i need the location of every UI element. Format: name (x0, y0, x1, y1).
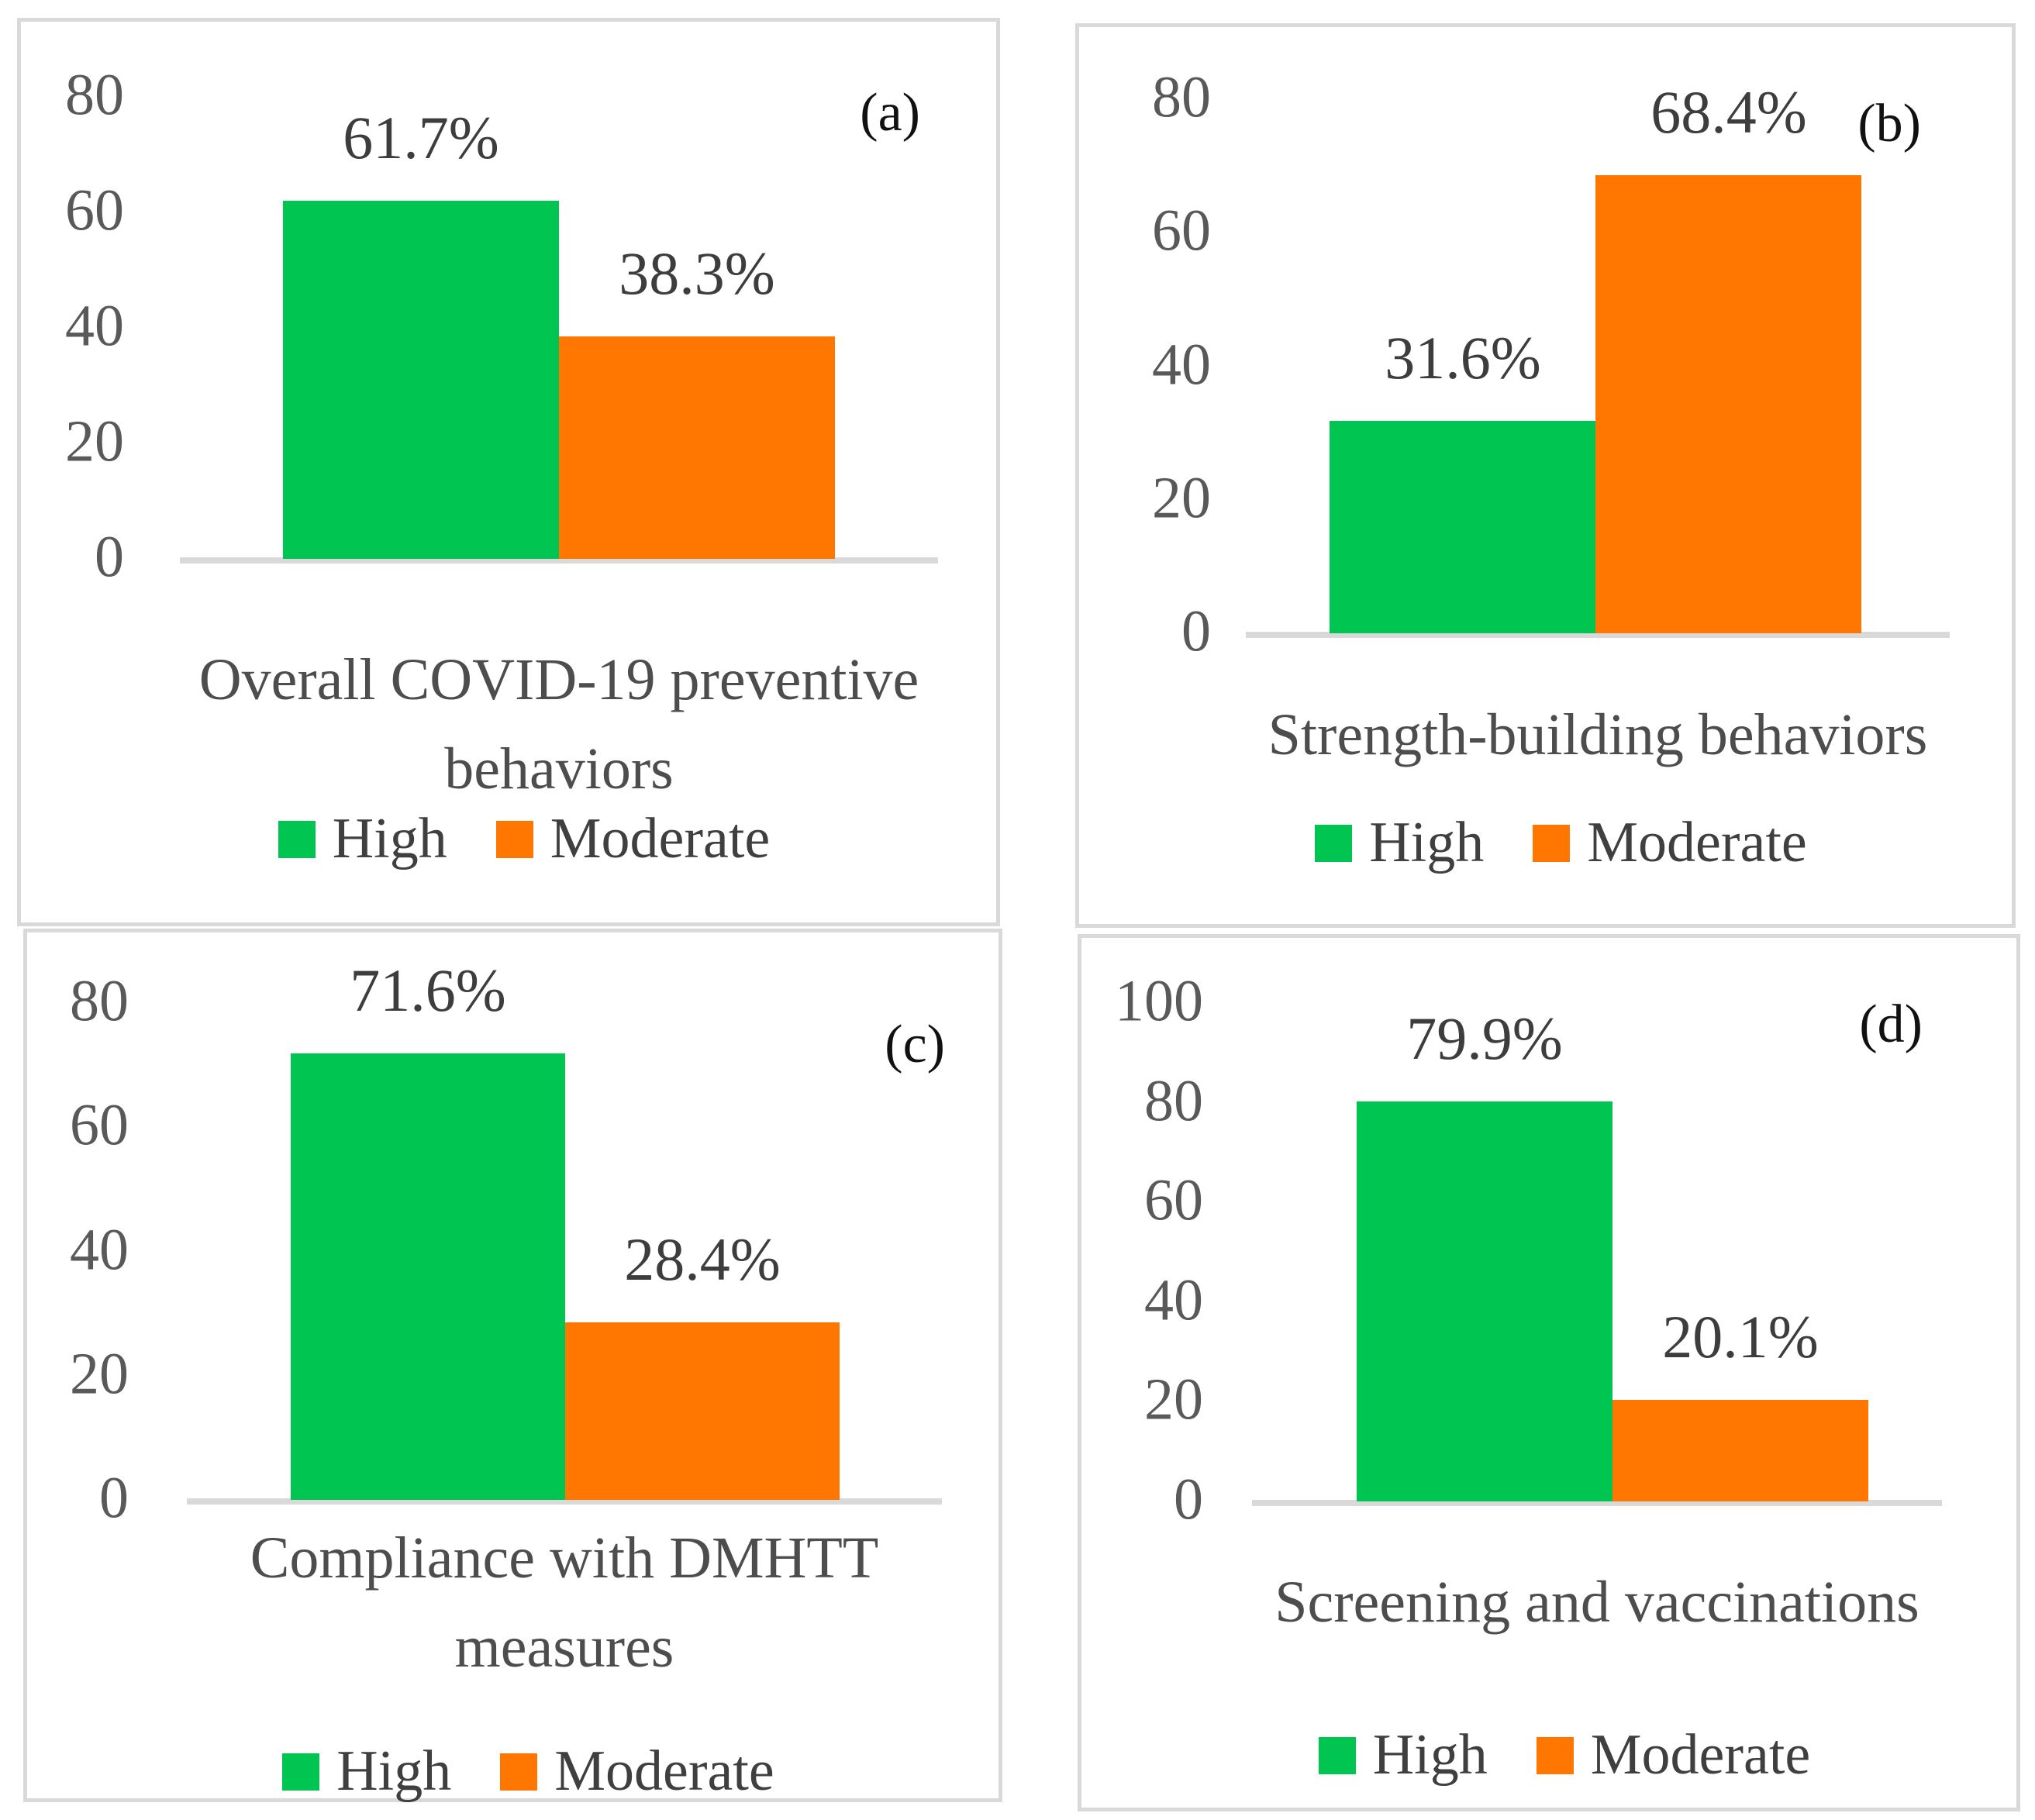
y-axis-tick-label: 40 (1152, 332, 1211, 398)
legend-item-moderate: Moderate (1536, 1722, 1811, 1788)
y-axis-tick-label: 20 (70, 1341, 129, 1407)
legend-label-moderate: Moderate (1587, 811, 1807, 874)
axis-title-line: behaviors (444, 736, 674, 801)
y-axis-tick-label: 80 (1152, 64, 1211, 130)
y-axis-tick-label: 80 (1144, 1068, 1203, 1134)
y-axis-tick-label: 20 (1144, 1367, 1203, 1432)
legend-label-moderate: Moderate (550, 807, 771, 870)
legend-label-high: High (1372, 1723, 1488, 1787)
axis-title: Overall COVID-19 preventive behaviors (187, 636, 931, 814)
axis-title-line: Screening and vaccinations (1274, 1570, 1919, 1635)
y-axis-tick-label: 80 (70, 968, 129, 1034)
axis-title-line: measures (454, 1615, 674, 1680)
x-axis-line (1252, 1500, 1942, 1506)
chart-panel-d: 100 80 60 40 20 0 79.9% 20.1% (d) Screening and v… (1078, 934, 2020, 1811)
chart-panel-c: 80 60 40 20 0 71.6% 28.4% (c) Compliance with DM… (23, 929, 1002, 1803)
axis-title-line: Strength-building behaviors (1268, 702, 1928, 767)
axis-title: Screening and vaccinations (1225, 1558, 1969, 1647)
legend-label-moderate: Moderate (554, 1739, 774, 1803)
legend-moderate-swatch (495, 820, 533, 858)
y-axis-tick-label: 60 (65, 178, 124, 243)
bar-value-label: 68.4% (1650, 78, 1807, 146)
panel-letter: (d) (1859, 994, 1923, 1054)
legend-label-high: High (1369, 811, 1485, 874)
bar-moderate (1595, 175, 1861, 633)
legend-item-moderate: Moderate (1533, 810, 1807, 876)
legend-label-high: High (336, 1739, 452, 1803)
legend-item-high: High (278, 806, 447, 872)
legend-moderate-swatch (1536, 1736, 1574, 1774)
legend-item-high: High (1315, 810, 1484, 876)
bar-moderate (565, 1322, 840, 1500)
x-axis-line (180, 557, 938, 564)
legend-high-swatch (282, 1753, 320, 1791)
bar-value-label: 79.9% (1406, 1005, 1563, 1072)
legend-high-swatch (278, 820, 316, 858)
bar-moderate (559, 336, 835, 559)
x-axis-line (1246, 632, 1950, 638)
legend: High Moderate (1097, 1722, 2032, 1788)
y-axis-tick-label: 40 (65, 293, 124, 359)
y-axis-tick-label: 0 (95, 524, 124, 590)
axis-title-line: Overall COVID-19 preventive (198, 647, 919, 712)
y-axis-tick-label: 40 (1144, 1267, 1203, 1333)
legend-item-moderate: Moderate (495, 806, 771, 872)
bar-value-label: 61.7% (343, 104, 499, 171)
bar-value-label: 31.6% (1385, 324, 1541, 391)
y-axis-tick-label: 60 (1144, 1167, 1203, 1233)
axis-title: Compliance with DMHTT measures (192, 1514, 936, 1692)
chart-panel-b: 80 60 40 20 0 31.6% 68.4% (b) Strength-building … (1075, 23, 2016, 928)
bar-high (283, 201, 559, 559)
x-axis-line (187, 1498, 942, 1505)
axis-title-line: Compliance with DMHTT (250, 1525, 879, 1591)
axis-title: Strength-building behaviors (1226, 691, 1970, 780)
legend-item-moderate: Moderate (500, 1739, 774, 1804)
y-axis-tick-label: 100 (1115, 968, 1203, 1034)
legend-item-high: High (1318, 1722, 1488, 1788)
y-axis-tick-label: 0 (1181, 598, 1211, 664)
bar-value-label: 28.4% (624, 1225, 781, 1293)
panel-letter: (a) (860, 83, 920, 143)
bar-high (1357, 1101, 1612, 1501)
bar-high (1330, 421, 1595, 633)
panel-letter: (c) (885, 1015, 945, 1074)
legend-moderate-swatch (500, 1753, 538, 1791)
y-axis-tick-label: 60 (70, 1092, 129, 1158)
y-axis-tick-label: 80 (65, 62, 124, 128)
y-axis-tick-label: 40 (70, 1217, 129, 1283)
panel-letter: (b) (1857, 94, 1921, 153)
legend: High Moderate (36, 806, 1012, 872)
legend-high-swatch (1315, 824, 1353, 862)
bar-high (291, 1053, 565, 1500)
legend-high-swatch (1318, 1736, 1356, 1774)
y-axis-tick-label: 20 (65, 408, 124, 474)
y-axis-tick-label: 0 (1174, 1467, 1203, 1532)
chart-panel-a: 80 60 40 20 0 61.7% 38.3% (a) Overall COVID-19 p… (17, 18, 1000, 926)
y-axis-tick-label: 0 (99, 1465, 129, 1531)
bar-value-label: 71.6% (350, 957, 506, 1024)
legend-label-moderate: Moderate (1590, 1723, 1811, 1787)
y-axis-tick-label: 60 (1152, 198, 1211, 264)
legend: High Moderate (1095, 810, 2027, 876)
legend-item-high: High (282, 1739, 451, 1804)
y-axis-tick-label: 20 (1152, 465, 1211, 531)
bar-moderate (1612, 1400, 1868, 1501)
legend-moderate-swatch (1533, 824, 1571, 862)
legend-label-high: High (332, 807, 447, 870)
bar-value-label: 38.3% (619, 240, 775, 307)
bar-value-label: 20.1% (1662, 1303, 1819, 1370)
legend: High Moderate (43, 1739, 1014, 1804)
